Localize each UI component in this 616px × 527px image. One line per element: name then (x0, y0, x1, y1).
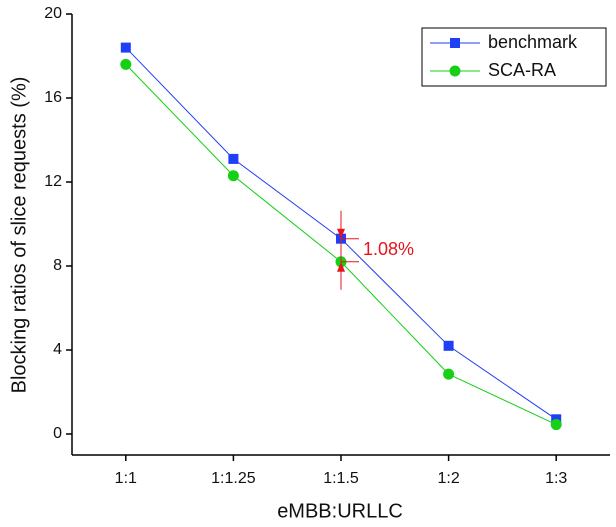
legend-label: benchmark (488, 32, 578, 52)
x-tick-label: 1:1.5 (323, 470, 359, 487)
legend-marker (449, 65, 461, 77)
annotation-text: 1.08% (363, 239, 414, 259)
marker (120, 42, 131, 53)
y-tick-label: 12 (44, 173, 62, 190)
y-tick-label: 4 (53, 341, 62, 358)
y-tick-label: 0 (53, 425, 62, 442)
y-tick-label: 20 (44, 5, 62, 22)
marker (120, 58, 132, 70)
y-tick-label: 8 (53, 257, 62, 274)
x-tick-label: 1:1 (115, 470, 137, 487)
annotation-arrow (337, 261, 345, 272)
x-tick-label: 1:1.25 (211, 470, 256, 487)
legend-marker (450, 38, 460, 48)
marker (227, 170, 239, 182)
marker (550, 419, 562, 431)
legend-box (421, 27, 607, 87)
x-tick-label: 1:2 (437, 470, 459, 487)
annotation-arrow (337, 228, 345, 239)
legend-label: SCA-RA (488, 60, 556, 80)
y-axis-label: Blocking ratios of slice requests (%) (8, 77, 30, 394)
y-tick-label: 16 (44, 89, 62, 106)
x-tick-label: 1:3 (545, 470, 567, 487)
marker (443, 340, 454, 351)
marker (443, 368, 455, 380)
marker (228, 153, 239, 164)
x-axis-label: eMBB:URLLC (277, 500, 403, 522)
